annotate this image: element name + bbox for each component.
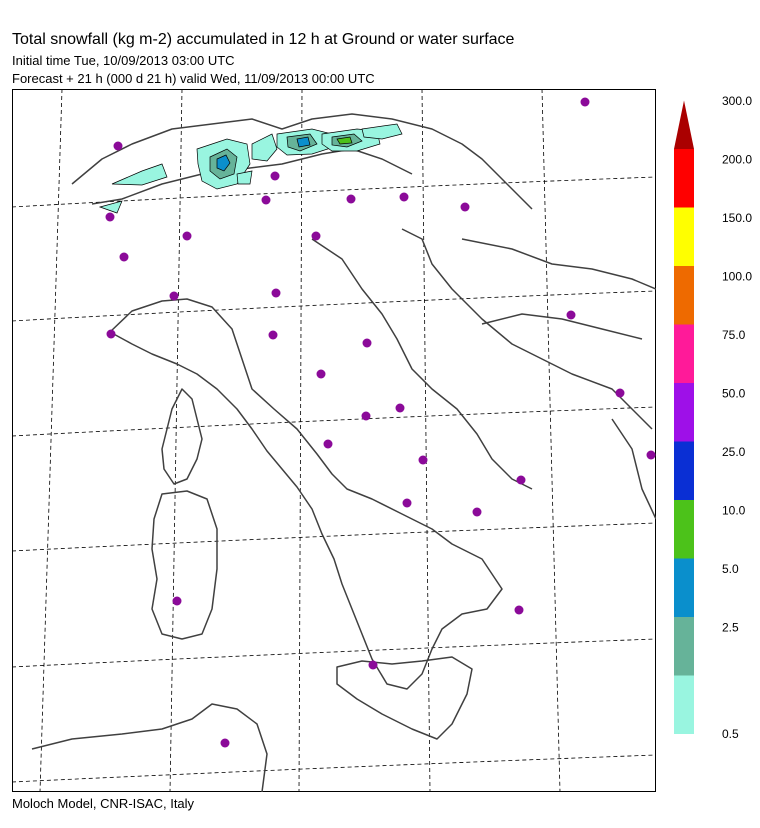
coastlines	[31, 113, 656, 792]
snowfall-patch	[236, 170, 253, 185]
station-marker	[368, 660, 378, 670]
legend-swatch	[674, 324, 694, 383]
graticule	[12, 89, 656, 792]
station-marker	[580, 97, 590, 107]
station-marker	[105, 212, 115, 222]
station-marker	[399, 192, 409, 202]
station-marker	[472, 507, 482, 517]
snowfall-patch	[111, 163, 168, 186]
legend-label: 2.5	[722, 621, 739, 635]
legend-label: 25.0	[722, 445, 746, 459]
station-marker	[566, 310, 576, 320]
station-marker	[119, 252, 129, 262]
station-marker	[311, 231, 321, 241]
legend-label: 0.5	[722, 727, 739, 741]
legend-swatch	[674, 383, 694, 442]
legend-arrow	[674, 100, 694, 149]
legend-label: 5.0	[722, 562, 739, 576]
station-marker	[268, 330, 278, 340]
map-title: Total snowfall (kg m-2) accumulated in 1…	[12, 31, 515, 48]
snowfall-patch	[336, 136, 353, 145]
station-marker	[169, 291, 179, 301]
snowfall-patch	[98, 200, 123, 214]
legend-label: 200.0	[722, 153, 752, 167]
legend-swatch	[674, 207, 694, 266]
snowfall-patch	[216, 154, 231, 172]
station-marker	[270, 171, 280, 181]
snowfall-field	[98, 123, 403, 214]
legend-label: 50.0	[722, 387, 746, 401]
forecast-valid-time: Forecast + 21 h (000 d 21 h) valid Wed, …	[12, 71, 375, 86]
legend-swatch	[674, 675, 694, 734]
legend-label: 100.0	[722, 270, 752, 284]
initial-time: Initial time Tue, 10/09/2013 03:00 UTC	[12, 53, 235, 68]
station-marker	[182, 231, 192, 241]
station-markers	[105, 97, 656, 748]
legend-label: 10.0	[722, 504, 746, 518]
snowfall-patch	[296, 136, 311, 148]
station-marker	[271, 288, 281, 298]
station-marker	[113, 141, 123, 151]
legend-swatch	[674, 558, 694, 617]
snowfall-map	[12, 89, 656, 792]
color-legend: 0.5 2.5 5.0 10.0 25.0 50.0 75.0 100.0 150.0 200.0…	[674, 94, 752, 741]
station-marker	[361, 411, 371, 421]
station-marker	[106, 329, 116, 339]
station-marker	[615, 388, 625, 398]
station-marker	[418, 455, 428, 465]
station-marker	[172, 596, 182, 606]
station-marker	[261, 195, 271, 205]
legend-swatch	[674, 149, 694, 208]
station-marker	[362, 338, 372, 348]
legend-swatch	[674, 266, 694, 325]
station-marker	[402, 498, 412, 508]
snowfall-patch	[361, 123, 403, 140]
snowfall-patch	[251, 133, 278, 162]
legend-label: 300.0	[722, 94, 752, 108]
station-marker	[514, 605, 524, 615]
model-credit: Moloch Model, CNR-ISAC, Italy	[12, 796, 195, 811]
legend-swatch	[674, 617, 694, 676]
station-marker	[516, 475, 526, 485]
station-marker	[346, 194, 356, 204]
legend-label: 75.0	[722, 328, 746, 342]
legend-swatch	[674, 500, 694, 559]
map-frame	[12, 89, 656, 792]
station-marker	[395, 403, 405, 413]
station-marker	[220, 738, 230, 748]
legend-label: 150.0	[722, 211, 752, 225]
station-marker	[316, 369, 326, 379]
station-marker	[460, 202, 470, 212]
station-marker	[646, 450, 656, 460]
station-marker	[323, 439, 333, 449]
legend-swatch	[674, 441, 694, 500]
